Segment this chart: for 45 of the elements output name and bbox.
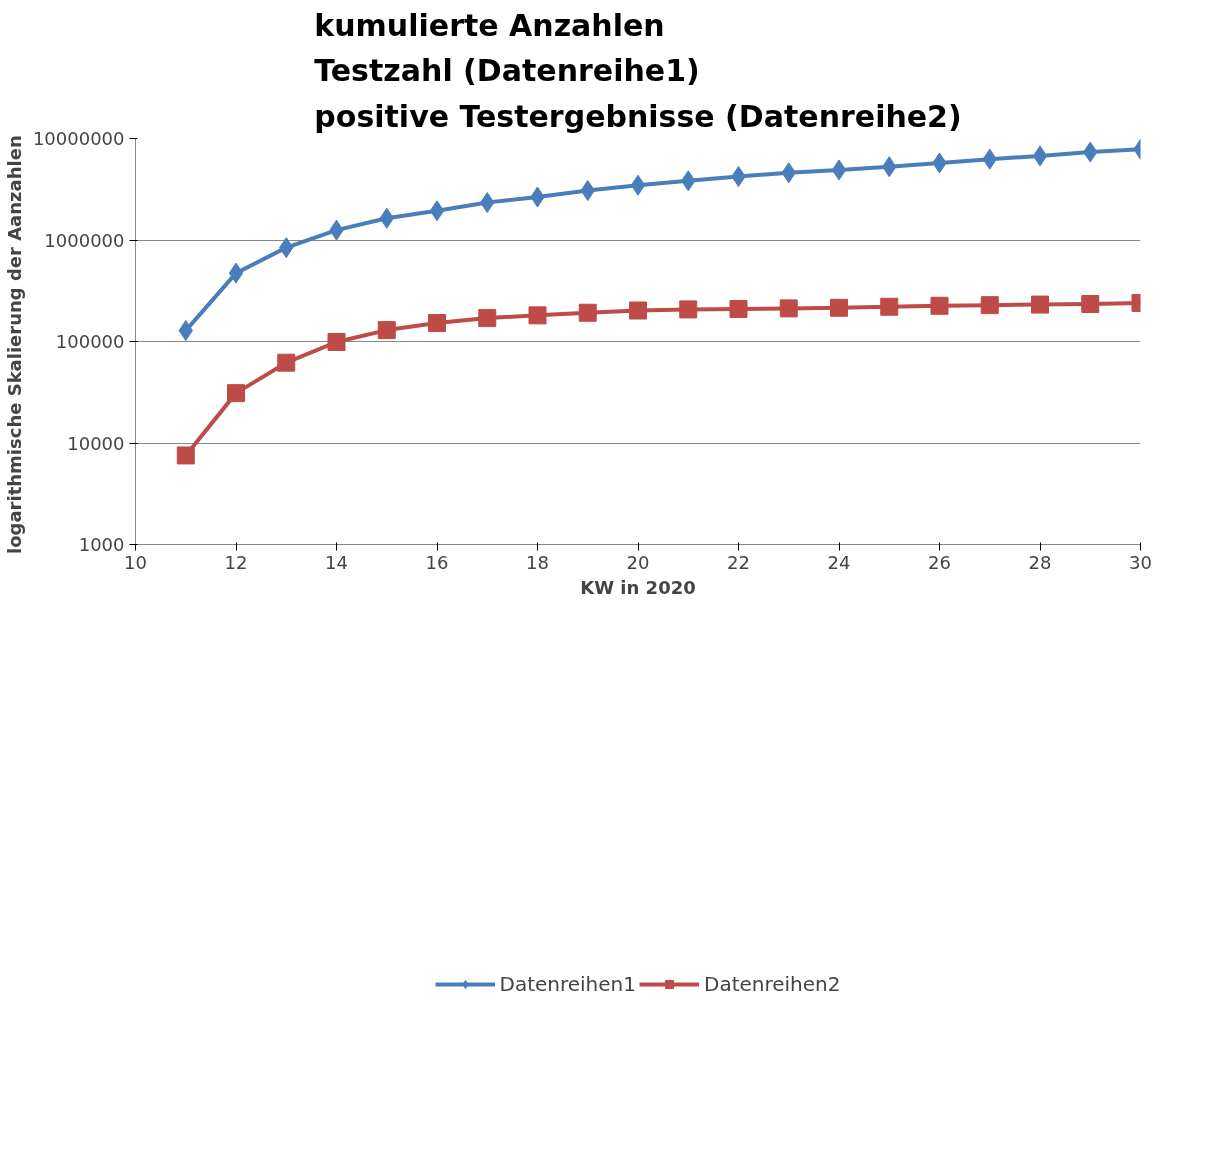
legend-label: Datenreihen1 (499, 972, 636, 996)
legend-label: Datenreihen2 (704, 972, 841, 996)
point (428, 314, 446, 333)
point (830, 298, 848, 317)
y-tick-label: 1000000 (44, 229, 125, 251)
chart-title: kumulierte Anzahlen Testzahl (Datenreihe1) positive Testergebnisse (Datenreihe2) (314, 7, 962, 134)
point (327, 332, 346, 351)
point (528, 306, 547, 325)
x-tick-label: 16 (425, 551, 449, 573)
point (578, 303, 597, 322)
x-tick-label: 20 (626, 551, 650, 573)
point (1081, 295, 1100, 314)
point (478, 309, 497, 328)
y-tick-label: 1000 (78, 534, 125, 555)
point (227, 384, 245, 403)
y-axis-title: logarithmische Skalierung der Aanzahlen (3, 135, 25, 554)
x-axis-title: KW in 2020 (580, 576, 696, 598)
point (880, 297, 899, 316)
point (277, 353, 296, 372)
y-tick-label: 10000000 (32, 128, 125, 149)
x-tick-label: 14 (325, 551, 348, 573)
point (980, 296, 999, 315)
point (831, 159, 847, 181)
point (729, 300, 748, 319)
point (779, 299, 798, 318)
point (1032, 145, 1048, 167)
point (630, 174, 646, 196)
point (429, 200, 445, 222)
y-tick-label: 100000 (55, 331, 125, 352)
point (629, 301, 647, 320)
x-tick-label: 30 (1129, 551, 1152, 573)
y-tick-label: 10000 (67, 432, 125, 454)
x-tick-label: 12 (224, 551, 248, 573)
x-tick-label: 10 (124, 551, 147, 573)
x-tick-label: 24 (827, 551, 851, 573)
point (1031, 295, 1049, 314)
point (377, 321, 396, 340)
point (228, 262, 244, 284)
x-tick-label: 22 (727, 551, 750, 573)
point (679, 300, 698, 319)
x-tick-label: 28 (1028, 551, 1052, 573)
point (930, 296, 949, 315)
point (176, 446, 195, 465)
x-tick-label: 18 (526, 551, 549, 573)
x-tick-label: 26 (928, 551, 951, 573)
